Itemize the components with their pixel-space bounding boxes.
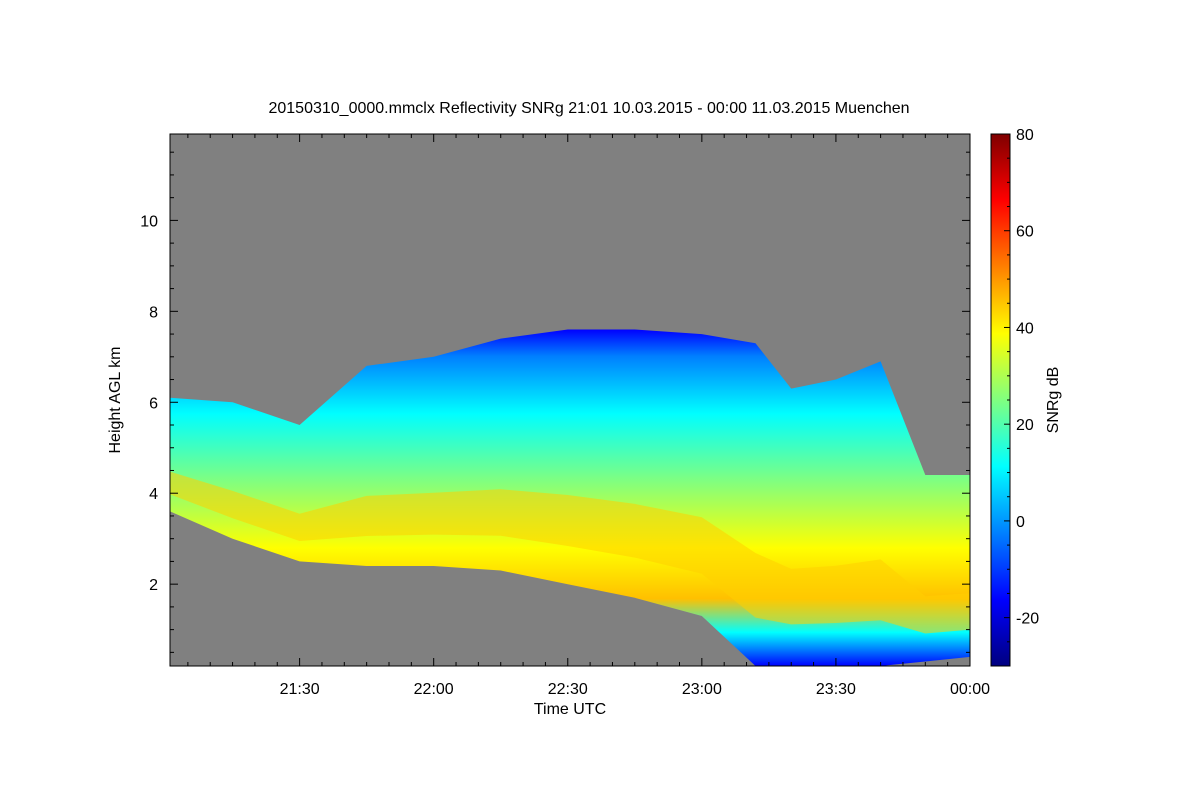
colorbar-tick-label: 40: [1016, 320, 1034, 337]
plot-frame: [169, 133, 971, 667]
x-tick-label: 00:00: [950, 681, 990, 698]
y-tick-label: 10: [140, 213, 158, 230]
y-axis-label: Height AGL km: [107, 346, 124, 453]
y-tick-label: 4: [149, 486, 158, 503]
cloud-echo-core: [170, 471, 970, 634]
y-tick-label: 8: [149, 304, 158, 321]
colorbar-tick-label: -20: [1016, 611, 1039, 628]
x-tick-label: 23:30: [816, 681, 856, 698]
y-tick-label: 2: [149, 577, 158, 594]
x-axis-label: Time UTC: [534, 701, 606, 718]
colorbar-tick-label: 80: [1016, 127, 1034, 144]
x-axis: 21:30 22:00 22:30 23:00 23:30 00:00: [187, 134, 990, 698]
x-tick-label: 23:00: [682, 681, 722, 698]
colorbar-tick-label: 0: [1016, 514, 1025, 531]
colorbar-tick-label: 60: [1016, 224, 1034, 241]
y-tick-label: 6: [149, 395, 158, 412]
x-tick-label: 22:30: [548, 681, 588, 698]
x-tick-label: 22:00: [414, 681, 454, 698]
y-axis: 2 4 6 8 10: [140, 151, 970, 653]
colorbar-axis: -20 0 20 40 60 80: [1004, 127, 1039, 667]
colorbar-label: SNRg dB: [1045, 367, 1062, 434]
chart-title: 20150310_0000.mmclx Reflectivity SNRg 21…: [268, 100, 909, 117]
cloud-echo-layer: [170, 329, 970, 666]
x-tick-label: 21:30: [280, 681, 320, 698]
colorbar-tick-label: 20: [1016, 417, 1034, 434]
